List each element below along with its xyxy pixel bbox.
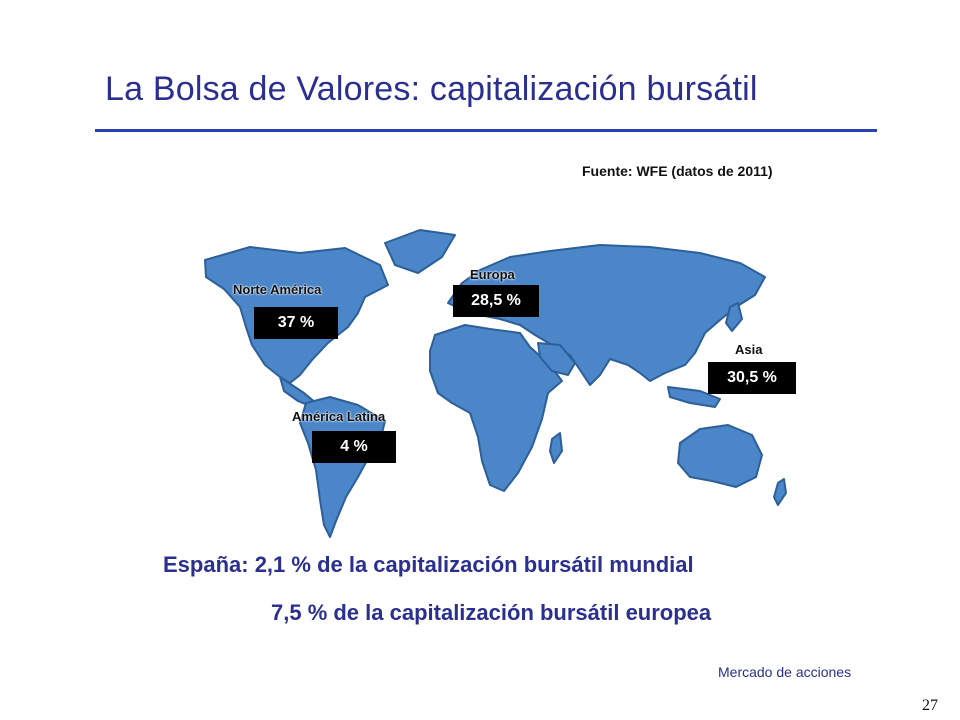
source-note: Fuente: WFE (datos de 2011) bbox=[582, 163, 773, 179]
share-badge-europe: 28,5 % bbox=[453, 285, 539, 317]
share-badge-north-america: 37 % bbox=[254, 307, 338, 339]
australia-shape bbox=[677, 424, 763, 488]
summary-world-share: España: 2,1 % de la capitalización bursá… bbox=[163, 552, 694, 577]
region-label-latin-america: América Latina bbox=[292, 409, 386, 424]
japan-shape bbox=[725, 302, 743, 332]
footer-label: Mercado de acciones bbox=[718, 664, 852, 680]
region-label-europe: Europa bbox=[470, 267, 515, 282]
page-number: 27 bbox=[922, 697, 938, 714]
region-label-north-america: Norte América bbox=[233, 282, 322, 297]
share-badge-asia: 30,5 % bbox=[708, 362, 796, 394]
new-zealand-shape bbox=[773, 478, 787, 506]
page-title: La Bolsa de Valores: capitalización burs… bbox=[105, 70, 758, 108]
africa-shape bbox=[429, 324, 563, 492]
share-badge-latin-america: 4 % bbox=[312, 431, 396, 463]
eurasia-shape bbox=[447, 244, 766, 386]
region-label-asia: Asia bbox=[735, 342, 763, 357]
arabia-shape bbox=[537, 342, 576, 376]
world-map bbox=[204, 229, 787, 538]
greenland-shape bbox=[384, 229, 456, 274]
madagascar-shape bbox=[549, 432, 563, 464]
title-divider bbox=[95, 129, 877, 132]
southeast-asia-islands-shape bbox=[667, 386, 721, 408]
summary-europe-share: 7,5 % de la capitalización bursátil euro… bbox=[271, 600, 712, 625]
